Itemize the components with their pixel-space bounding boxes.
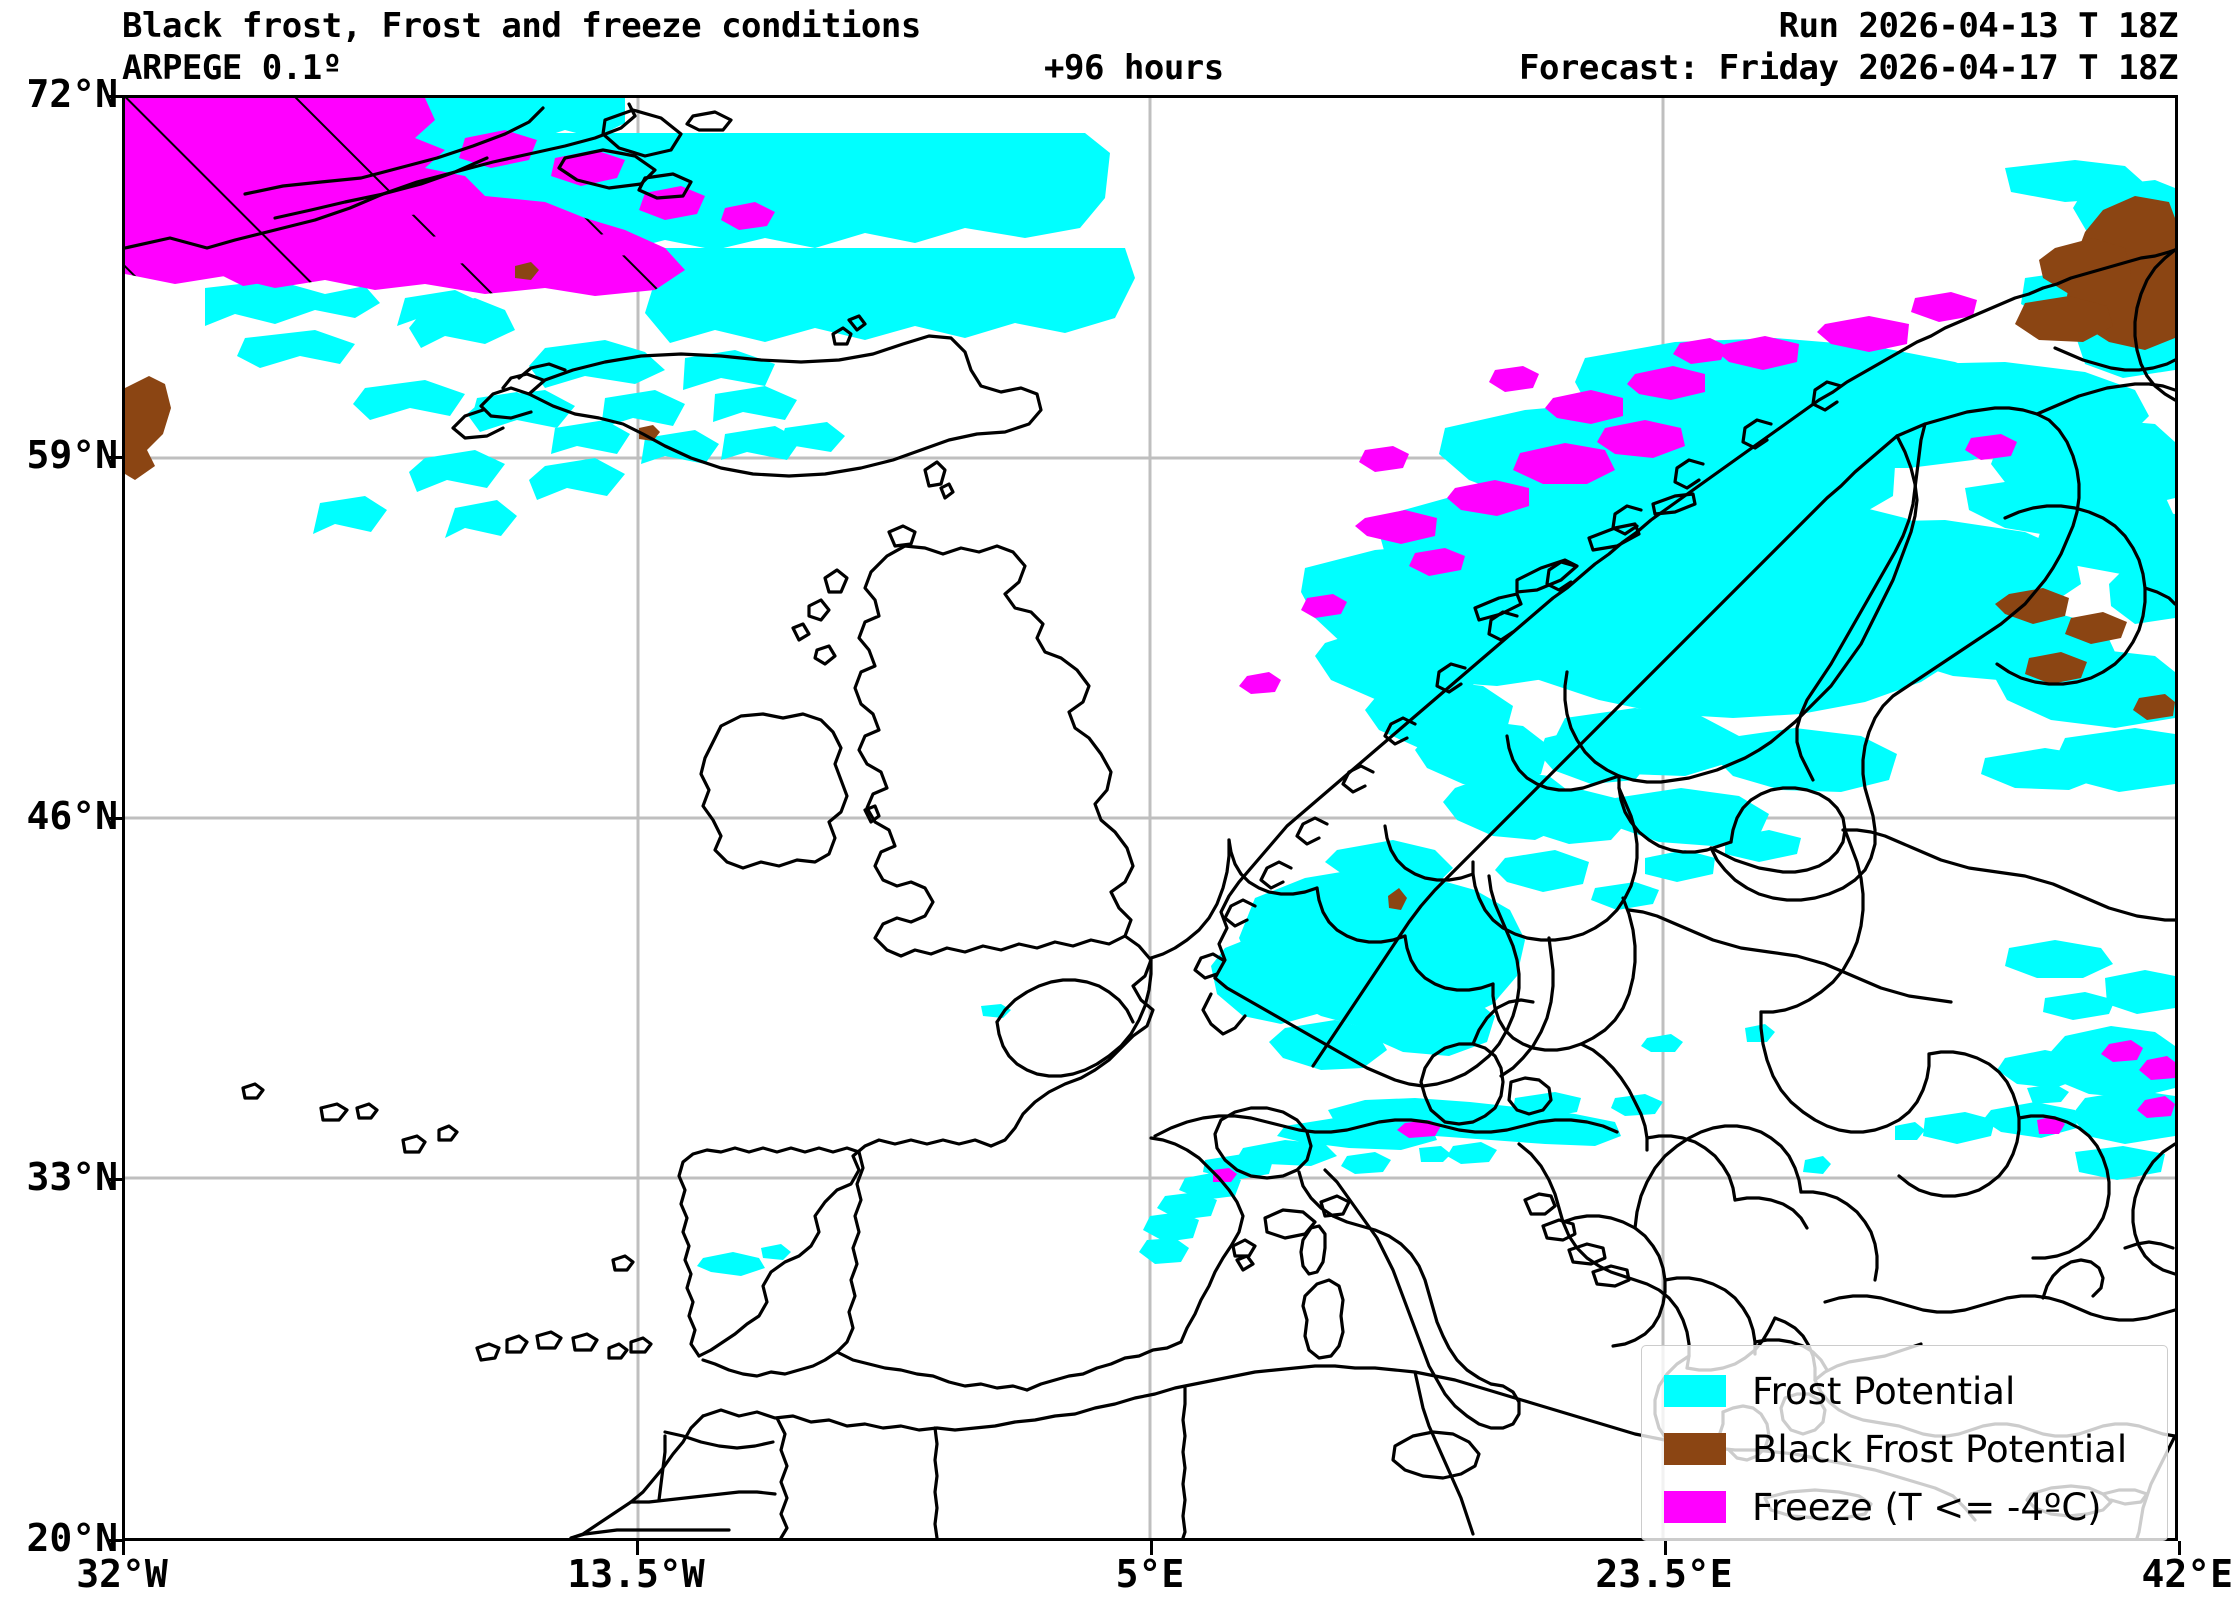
legend-item-black-frost: Black Frost Potential <box>1664 1420 2149 1478</box>
legend-swatch-black-frost <box>1664 1433 1726 1465</box>
y-axis-label-4: 20°N <box>26 1516 118 1560</box>
map-svg <box>125 98 2175 1538</box>
y-tick-20 <box>108 1539 122 1542</box>
map-legend: Frost Potential Black Frost Potential Fr… <box>1641 1345 2168 1541</box>
x-axis-label-2: 5°E <box>1115 1552 1185 1596</box>
page-title: Black frost, Frost and freeze conditions <box>122 6 921 46</box>
legend-label-freeze: Freeze (T <= -4ºC) <box>1752 1485 2102 1529</box>
legend-swatch-frost <box>1664 1375 1726 1407</box>
x-axis-label-0: 32°W <box>76 1552 168 1596</box>
x-tick-135w <box>636 1541 639 1555</box>
legend-swatch-freeze <box>1664 1491 1726 1523</box>
model-label: ARPEGE 0.1º <box>122 48 342 88</box>
x-axis-label-4: 42°E <box>2141 1552 2233 1596</box>
y-axis-label-1: 59°N <box>26 433 118 477</box>
frost-potential-shading <box>125 98 2175 1276</box>
x-tick-5e <box>1150 1541 1153 1555</box>
map-canvas <box>125 98 2175 1538</box>
y-tick-46 <box>108 817 122 820</box>
legend-item-freeze: Freeze (T <= -4ºC) <box>1664 1478 2149 1536</box>
black-frost-shading <box>125 196 2175 910</box>
legend-item-frost: Frost Potential <box>1664 1362 2149 1420</box>
y-axis-label-2: 46°N <box>26 794 118 838</box>
lead-time-label: +96 hours <box>1044 48 1224 88</box>
y-axis-label-3: 33°N <box>26 1155 118 1199</box>
y-axis-label-0: 72°N <box>26 72 118 116</box>
freeze-shading <box>125 98 2175 1182</box>
y-tick-33 <box>108 1178 122 1181</box>
forecast-timestamp: Forecast: Friday 2026-04-17 T 18Z <box>1518 48 2179 88</box>
legend-label-black-frost: Black Frost Potential <box>1752 1427 2128 1471</box>
x-axis-label-3: 23.5°E <box>1595 1552 1733 1596</box>
legend-label-frost: Frost Potential <box>1752 1369 2016 1413</box>
x-axis-label-1: 13.5°W <box>567 1552 705 1596</box>
y-tick-59 <box>108 456 122 459</box>
x-tick-32w <box>122 1541 125 1555</box>
x-tick-42e <box>2178 1541 2181 1555</box>
map-plot-area <box>122 95 2178 1541</box>
y-tick-72 <box>108 95 122 98</box>
x-tick-235e <box>1664 1541 1667 1555</box>
header-bar: Black frost, Frost and freeze conditions… <box>0 0 2233 95</box>
run-timestamp: Run 2026-04-13 T 18Z <box>1778 6 2179 46</box>
